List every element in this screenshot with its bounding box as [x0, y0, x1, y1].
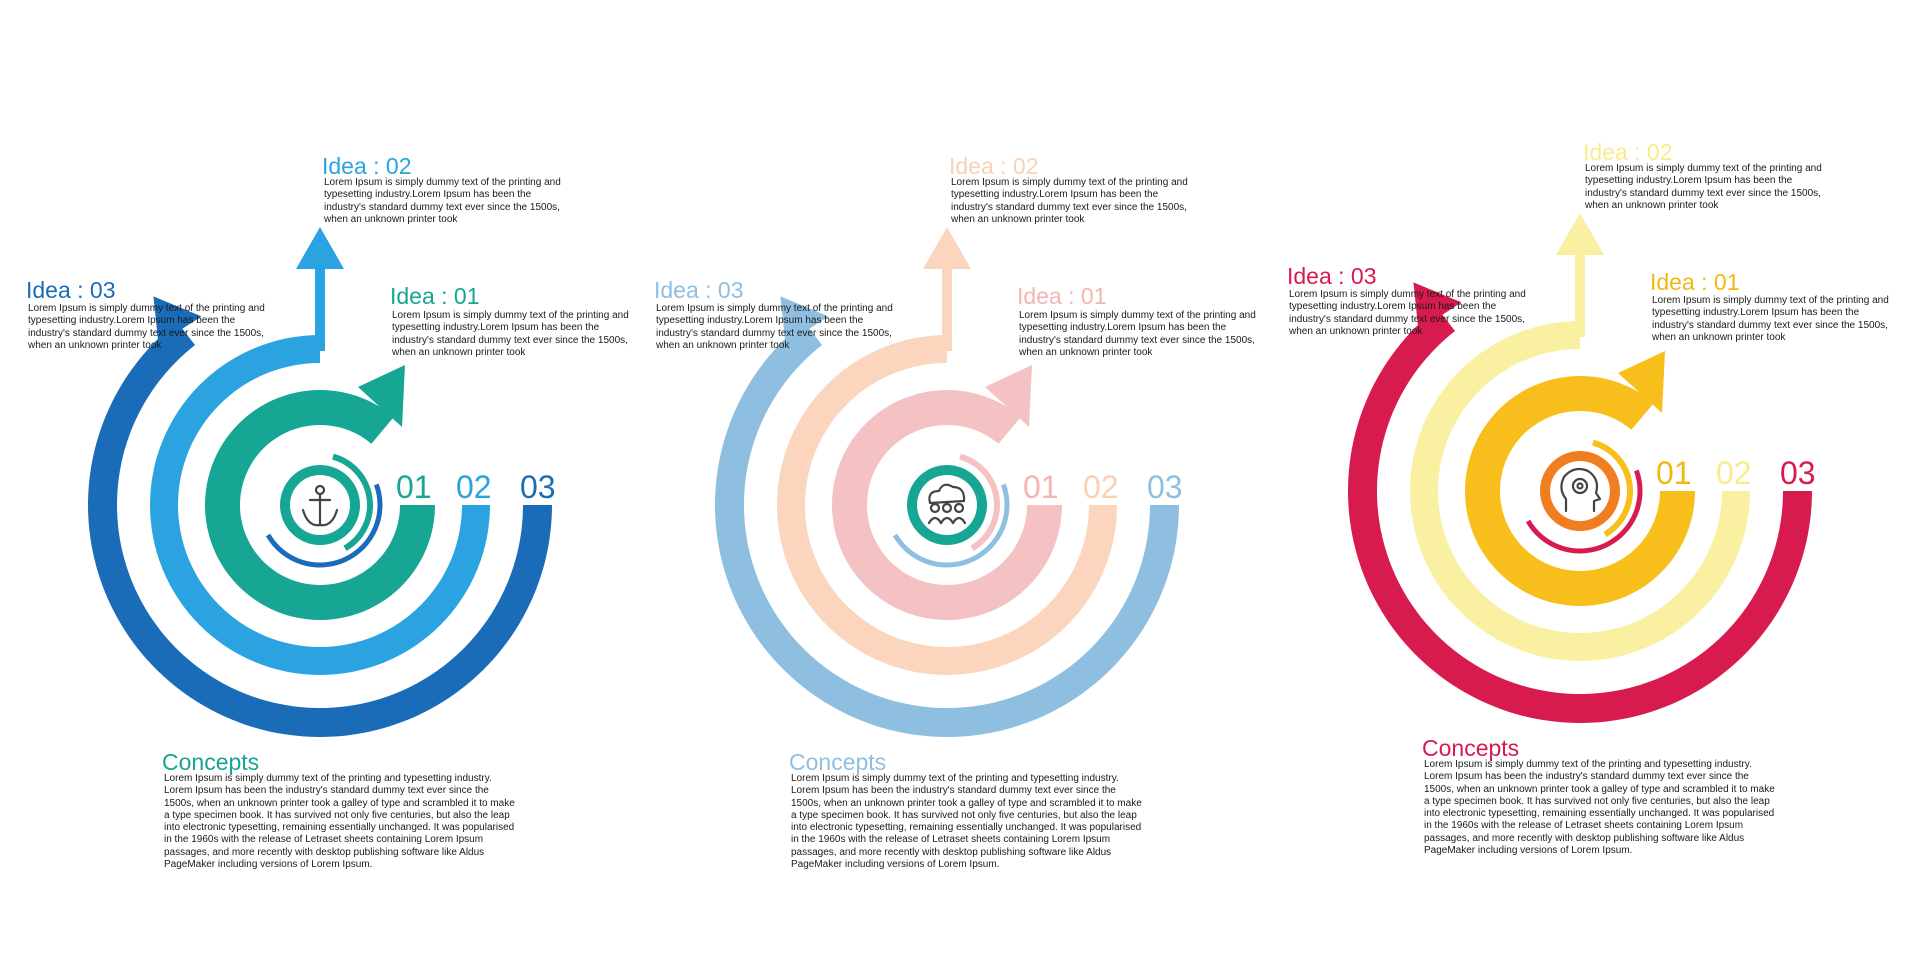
idea-01-title: Idea : 01 [1650, 269, 1740, 295]
person-head-2 [941, 502, 953, 514]
idea-02-text: Lorem Ipsum is simply dummy text of the … [951, 177, 1188, 225]
ring-2-arrowhead [296, 227, 344, 269]
spiral-diagram-3 [1347, 213, 1812, 723]
cloud-shape [928, 483, 966, 505]
gear-hub [1576, 482, 1584, 490]
ring-1-arrowhead [985, 365, 1032, 427]
inner-arc-b [1525, 469, 1643, 554]
idea-03-text: Lorem Ipsum is simply dummy text of the … [656, 303, 893, 351]
idea-01-text: Lorem Ipsum is simply dummy text of the … [1652, 295, 1889, 343]
inner-arc-a [959, 453, 1000, 551]
idea-02-text: Lorem Ipsum is simply dummy text of the … [1585, 163, 1822, 211]
idea-02-text: Lorem Ipsum is simply dummy text of the … [324, 177, 561, 225]
ring-3-arrowhead [153, 296, 202, 345]
idea-03-text: Lorem Ipsum is simply dummy text of the … [28, 303, 265, 351]
ring-2-arrowhead [923, 227, 971, 269]
ring-1-arrowhead [1618, 351, 1665, 413]
anchor-arms [301, 508, 339, 527]
idea-03-title: Idea : 03 [1287, 263, 1377, 289]
spiral-diagram-1 [88, 227, 552, 737]
idea-01-text: Lorem Ipsum is simply dummy text of the … [392, 310, 629, 358]
inner-arc-a [1592, 439, 1633, 537]
idea-03-title: Idea : 03 [654, 277, 744, 303]
gear-head-icon [1560, 467, 1602, 513]
concepts-text: Lorem Ipsum is simply dummy text of the … [164, 773, 515, 871]
idea-03-text: Lorem Ipsum is simply dummy text of the … [1289, 289, 1526, 337]
inner-arc-a [332, 453, 373, 551]
number-01: 01 [396, 469, 432, 505]
number-02: 02 [456, 469, 492, 505]
concepts-text: Lorem Ipsum is simply dummy text of the … [1424, 759, 1775, 857]
ring-2-arrowhead [1556, 213, 1604, 255]
head-outline [1560, 467, 1602, 513]
idea-02-title: Idea : 02 [1583, 139, 1673, 165]
ring-1-arc [831, 389, 1062, 620]
idea-03-title: Idea : 03 [26, 277, 116, 303]
ring-3-arrowhead [780, 296, 829, 345]
inner-arc-b [265, 483, 383, 568]
concepts-title: Concepts [1422, 735, 1520, 761]
ring-2-shaft [315, 255, 325, 351]
concepts-text: Lorem Ipsum is simply dummy text of the … [791, 773, 1142, 871]
person-head-1 [929, 502, 941, 514]
idea-02-title: Idea : 02 [322, 153, 412, 179]
ring-2-shaft [1575, 241, 1585, 337]
idea-02-title: Idea : 02 [949, 153, 1039, 179]
number-01: 01 [1023, 469, 1059, 505]
ring-2-shaft [942, 255, 952, 351]
concepts-title: Concepts [789, 749, 887, 775]
number-02: 02 [1716, 455, 1752, 491]
anchor-icon [301, 484, 339, 527]
gear-outer [1571, 477, 1589, 495]
number-03: 03 [1147, 469, 1183, 505]
idea-01-text: Lorem Ipsum is simply dummy text of the … [1019, 310, 1256, 358]
group-cloud-icon [927, 483, 967, 525]
idea-01-title: Idea : 01 [1017, 283, 1107, 309]
number-02: 02 [1083, 469, 1119, 505]
ring-3-arrowhead [1413, 282, 1462, 331]
person-body-1 [927, 516, 943, 525]
idea-01-title: Idea : 01 [390, 283, 480, 309]
number-03: 03 [1780, 455, 1816, 491]
number-03: 03 [520, 469, 556, 505]
number-01: 01 [1656, 455, 1692, 491]
ring-1-arc [1465, 376, 1695, 606]
person-head-3 [953, 502, 965, 514]
inner-arc-b [892, 483, 1010, 568]
person-body-3 [951, 516, 967, 525]
ring-1-arc [204, 389, 435, 620]
concepts-title: Concepts [162, 749, 260, 775]
person-body-2 [939, 516, 955, 525]
spiral-diagram-2 [714, 227, 1179, 738]
ring-1-arrowhead [358, 365, 405, 427]
